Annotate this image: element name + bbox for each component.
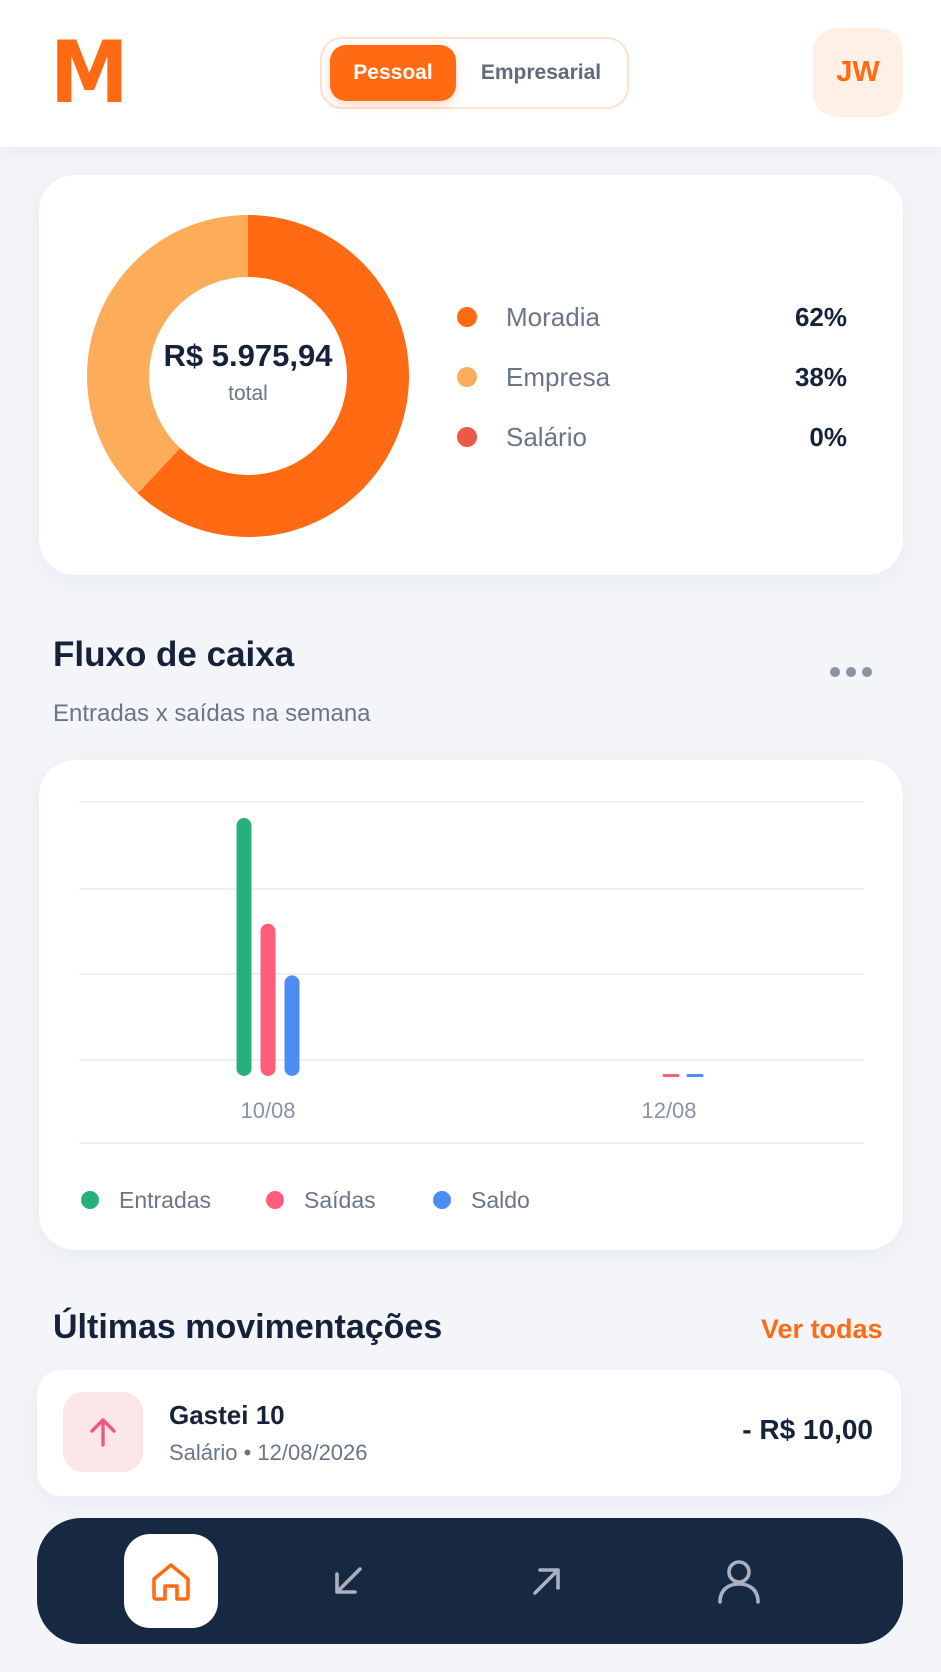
app-logo: M: [50, 23, 129, 123]
transaction-meta: Salário • 12/08/2026: [169, 1440, 368, 1465]
legend-item-salario: Salário 0%: [457, 417, 847, 457]
bottom-navigation: [37, 1518, 903, 1644]
cashflow-title: Fluxo de caixa: [53, 635, 295, 674]
legend-dot: [266, 1191, 284, 1209]
legend-saldo: Saldo: [433, 1180, 530, 1220]
more-horizontal-icon-dot: [846, 667, 856, 677]
user-icon: [718, 1560, 760, 1604]
nav-outgoing[interactable]: [500, 1534, 594, 1628]
transaction-item[interactable]: Gastei 10 Salário • 12/08/2026 - R$ 10,0…: [37, 1370, 901, 1496]
more-options-button[interactable]: [830, 660, 880, 684]
legend-saidas: Saídas: [266, 1180, 376, 1220]
legend-dot: [457, 427, 477, 447]
legend-dot: [457, 307, 477, 327]
nav-incoming[interactable]: [301, 1534, 395, 1628]
arrow-up-right-icon: [533, 1568, 560, 1595]
legend-entradas: Entradas: [81, 1180, 211, 1220]
arrow-up-icon: [90, 1418, 116, 1447]
legend-label: Salário: [506, 421, 587, 452]
legend-label: Saídas: [304, 1186, 376, 1213]
tab-pessoal[interactable]: Pessoal: [330, 45, 456, 101]
total-label: total: [228, 382, 268, 405]
more-horizontal-icon-dot: [862, 667, 872, 677]
category-donut-chart: [87, 215, 409, 537]
legend-dot: [433, 1191, 451, 1209]
bar-saídas-10-08: [260, 923, 276, 1076]
bar-saldo-12-08: [686, 1074, 704, 1077]
legend-label: Moradia: [506, 301, 600, 332]
donut-center: R$ 5.975,94 total: [83, 211, 413, 541]
legend-label: Empresa: [506, 361, 611, 392]
legend-item-empresa: Empresa 38%: [457, 357, 847, 397]
view-all-link[interactable]: Ver todas: [761, 1314, 883, 1344]
x-tick-label: 10/08: [240, 1098, 295, 1123]
legend-label: Saldo: [471, 1186, 530, 1213]
home-icon: [152, 1563, 190, 1601]
bar-entradas-10-08: [236, 818, 252, 1076]
nav-profile[interactable]: [692, 1534, 786, 1628]
transactions-title: Últimas movimentações: [53, 1308, 443, 1346]
cashflow-chart-card: 10/08 12/08: [39, 760, 903, 1250]
transaction-amount: - R$ 10,00: [742, 1414, 873, 1445]
cashflow-bar-chart: 10/08 12/08: [79, 801, 864, 1144]
legend-dot: [81, 1191, 99, 1209]
more-horizontal-icon: [830, 667, 840, 677]
legend-percent: 62%: [794, 301, 847, 332]
tab-empresarial[interactable]: Empresarial: [480, 61, 602, 84]
nav-home[interactable]: [124, 1534, 218, 1628]
transaction-title: Gastei 10: [169, 1400, 285, 1430]
arrow-down-left-icon: [335, 1567, 362, 1594]
user-avatar[interactable]: JW: [813, 28, 903, 117]
account-type-switch: Pessoal Empresarial: [320, 37, 629, 109]
bar-saldo-10-08: [284, 975, 300, 1076]
legend-label: Entradas: [119, 1186, 212, 1213]
bar-saídas-12-08: [662, 1074, 680, 1077]
x-tick-label: 12/08: [641, 1098, 696, 1123]
cashflow-subtitle: Entradas x saídas na semana: [53, 700, 371, 727]
total-value: R$ 5.975,94: [163, 338, 333, 373]
app-header: M Pessoal Empresarial JW: [0, 0, 941, 147]
legend-percent: 38%: [794, 361, 847, 392]
summary-card: R$ 5.975,94 total Moradia 62% Empresa 38…: [39, 175, 903, 575]
transaction-type-badge: [63, 1392, 143, 1472]
legend-dot: [457, 367, 477, 387]
donut-slice-empresa: [87, 215, 409, 537]
legend-percent: 0%: [809, 421, 847, 452]
legend-item-moradia: Moradia 62%: [457, 297, 847, 337]
